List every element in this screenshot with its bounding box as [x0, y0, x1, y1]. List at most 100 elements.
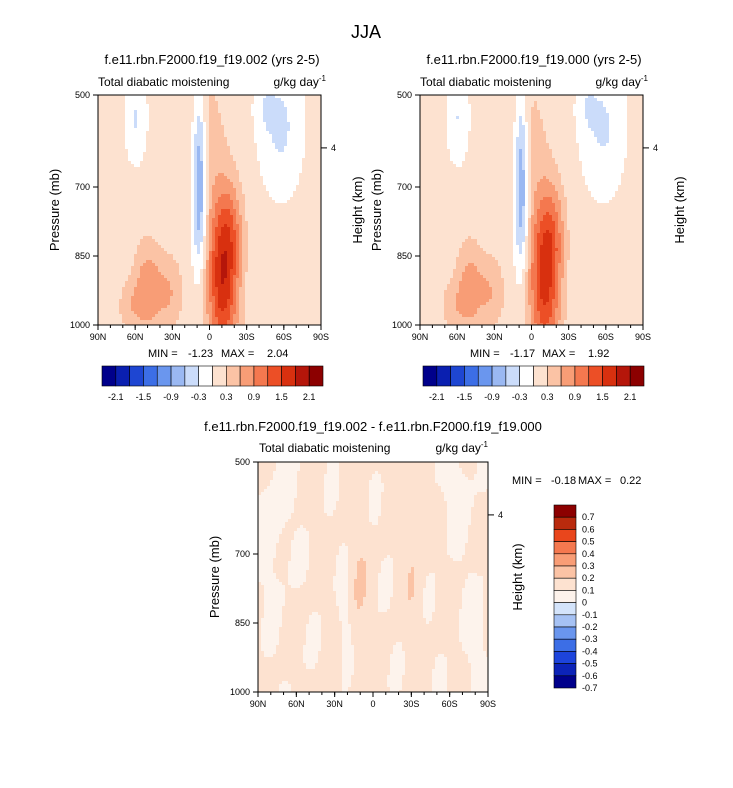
- contour-cell: [296, 185, 300, 189]
- contour-cell: [110, 254, 114, 258]
- contour-cell: [188, 167, 192, 171]
- contour-cell: [146, 290, 150, 294]
- contour-cell: [158, 185, 162, 189]
- contour-cell: [272, 206, 276, 210]
- contour-cell: [287, 230, 291, 234]
- contour-cell: [194, 119, 198, 123]
- contour-cell: [284, 113, 288, 117]
- contour-cell: [125, 152, 129, 156]
- contour-cell: [128, 161, 132, 165]
- contour-cell: [317, 158, 321, 162]
- contour-cell: [125, 167, 129, 171]
- contour-cell: [149, 158, 153, 162]
- contour-cell: [242, 140, 246, 144]
- contour-cell: [101, 95, 105, 99]
- contour-cell: [224, 158, 228, 162]
- contour-cell: [185, 263, 189, 267]
- contour-cell: [152, 275, 156, 279]
- contour-cell: [125, 200, 129, 204]
- contour-cell: [242, 236, 246, 240]
- contour-cell: [248, 173, 252, 177]
- contour-cell: [293, 263, 297, 267]
- contour-cell: [167, 269, 171, 273]
- contour-cell: [98, 122, 102, 126]
- contour-cell: [245, 155, 249, 159]
- contour-cell: [221, 230, 225, 234]
- contour-cell: [128, 182, 132, 186]
- contour-cell: [299, 254, 303, 258]
- contour-cell: [308, 185, 312, 189]
- contour-cell: [257, 290, 261, 294]
- contour-cell: [302, 248, 306, 252]
- contour-cell: [254, 128, 258, 132]
- contour-cell: [254, 233, 258, 237]
- contour-cell: [290, 275, 294, 279]
- contour-cell: [221, 119, 225, 123]
- contour-cell: [269, 143, 273, 147]
- contour-cell: [176, 119, 180, 123]
- contour-cell: [287, 113, 291, 117]
- contour-cell: [143, 122, 147, 126]
- contour-cell: [260, 290, 264, 294]
- contour-cell: [179, 104, 183, 108]
- contour-cell: [236, 227, 240, 231]
- contour-cell: [146, 95, 150, 99]
- contour-cell: [179, 143, 183, 147]
- contour-cell: [137, 170, 141, 174]
- contour-cell: [293, 125, 297, 129]
- contour-cell: [101, 209, 105, 213]
- contour-cell: [149, 203, 153, 207]
- contour-cell: [260, 131, 264, 135]
- contour-cell: [236, 152, 240, 156]
- contour-cell: [233, 218, 237, 222]
- contour-cell: [191, 230, 195, 234]
- contour-cell: [299, 290, 303, 294]
- contour-cell: [140, 167, 144, 171]
- contour-cell: [200, 266, 204, 270]
- contour-cell: [233, 194, 237, 198]
- contour-cell: [284, 212, 288, 216]
- contour-cell: [275, 143, 279, 147]
- contour-cell: [263, 278, 267, 282]
- contour-cell: [101, 98, 105, 102]
- contour-cell: [146, 179, 150, 183]
- contour-cell: [227, 164, 231, 168]
- contour-cell: [116, 278, 120, 282]
- contour-cell: [122, 149, 126, 153]
- contour-cell: [254, 200, 258, 204]
- contour-cell: [134, 287, 138, 291]
- contour-cell: [158, 194, 162, 198]
- contour-cell: [161, 245, 165, 249]
- contour-cell: [161, 173, 165, 177]
- contour-cell: [269, 290, 273, 294]
- contour-cell: [284, 125, 288, 129]
- contour-cell: [140, 230, 144, 234]
- contour-cell: [113, 209, 117, 213]
- contour-cell: [290, 245, 294, 249]
- contour-cell: [299, 281, 303, 285]
- contour-cell: [308, 227, 312, 231]
- contour-cell: [302, 197, 306, 201]
- contour-cell: [206, 122, 210, 126]
- contour-cell: [209, 167, 213, 171]
- contour-cell: [290, 194, 294, 198]
- contour-cell: [107, 248, 111, 252]
- contour-cell: [149, 167, 153, 171]
- contour-cell: [146, 236, 150, 240]
- contour-cell: [122, 185, 126, 189]
- contour-cell: [236, 224, 240, 228]
- contour-cell: [131, 188, 135, 192]
- contour-cell: [260, 149, 264, 153]
- contour-cell: [281, 245, 285, 249]
- contour-cell: [311, 119, 315, 123]
- contour-cell: [98, 191, 102, 195]
- contour-cell: [167, 161, 171, 165]
- contour-cell: [251, 209, 255, 213]
- contour-cell: [221, 164, 225, 168]
- contour-cell: [275, 200, 279, 204]
- contour-cell: [314, 200, 318, 204]
- contour-cell: [161, 287, 165, 291]
- contour-cell: [266, 113, 270, 117]
- contour-cell: [269, 266, 273, 270]
- contour-cell: [305, 278, 309, 282]
